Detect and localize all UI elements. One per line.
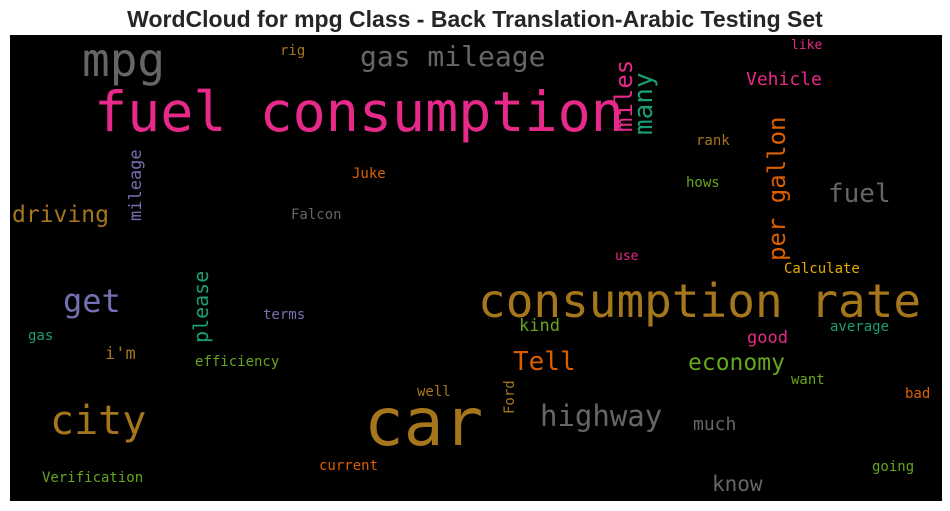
word-falcon: Falcon xyxy=(291,208,342,222)
word-juke: Juke xyxy=(352,167,386,181)
word-want: want xyxy=(791,373,825,387)
word-fuel: fuel xyxy=(828,181,891,207)
word-rank: rank xyxy=(696,134,730,148)
chart-title: WordCloud for mpg Class - Back Translati… xyxy=(0,4,950,34)
wordcloud-canvas: fuel consumption car consumption rate mp… xyxy=(10,35,942,501)
word-economy: economy xyxy=(688,352,785,375)
word-much: much xyxy=(693,416,736,434)
word-verification: Verification xyxy=(42,471,143,485)
word-average: average xyxy=(830,320,889,334)
word-mileage: mileage xyxy=(128,149,145,221)
word-highway: highway xyxy=(540,402,662,431)
word-im: i'm xyxy=(105,346,136,363)
word-use: use xyxy=(615,250,638,263)
word-vehicle: Vehicle xyxy=(746,71,822,89)
word-per-gallon: per gallon xyxy=(765,117,789,262)
word-ford: Ford xyxy=(503,380,517,414)
word-fuel-consumption: fuel consumption xyxy=(94,85,624,140)
word-well: well xyxy=(417,385,451,399)
word-like: like xyxy=(791,39,822,52)
word-going: going xyxy=(872,460,914,474)
word-city: city xyxy=(50,401,146,441)
word-know: know xyxy=(712,474,763,495)
word-miles: miles xyxy=(612,60,636,132)
word-calculate: Calculate xyxy=(784,262,860,276)
word-driving: driving xyxy=(12,204,109,227)
word-kind: kind xyxy=(519,318,560,335)
word-bad: bad xyxy=(905,387,930,401)
word-gas-mileage: gas mileage xyxy=(360,43,545,71)
word-efficiency: efficiency xyxy=(195,355,279,369)
word-terms: terms xyxy=(263,308,305,322)
word-gas: gas xyxy=(28,329,53,343)
word-get: get xyxy=(63,285,121,317)
word-hows: hows xyxy=(686,176,720,190)
word-please: please xyxy=(191,271,211,343)
word-current: current xyxy=(319,459,378,473)
word-mpg: mpg xyxy=(82,37,165,83)
word-rig: rig xyxy=(280,44,305,58)
word-tell: Tell xyxy=(513,349,576,375)
word-good: good xyxy=(747,330,788,347)
